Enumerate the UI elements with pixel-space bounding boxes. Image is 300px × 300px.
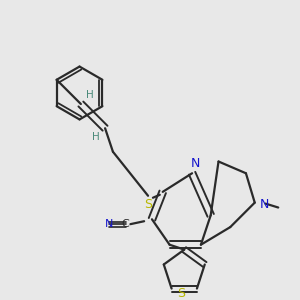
Text: C: C bbox=[122, 219, 129, 229]
Text: S: S bbox=[144, 198, 152, 211]
Text: H: H bbox=[92, 132, 100, 142]
Text: H: H bbox=[86, 90, 94, 100]
Text: N: N bbox=[260, 198, 269, 211]
Text: N: N bbox=[105, 219, 113, 229]
Text: N: N bbox=[190, 157, 200, 170]
Text: S: S bbox=[177, 287, 185, 300]
